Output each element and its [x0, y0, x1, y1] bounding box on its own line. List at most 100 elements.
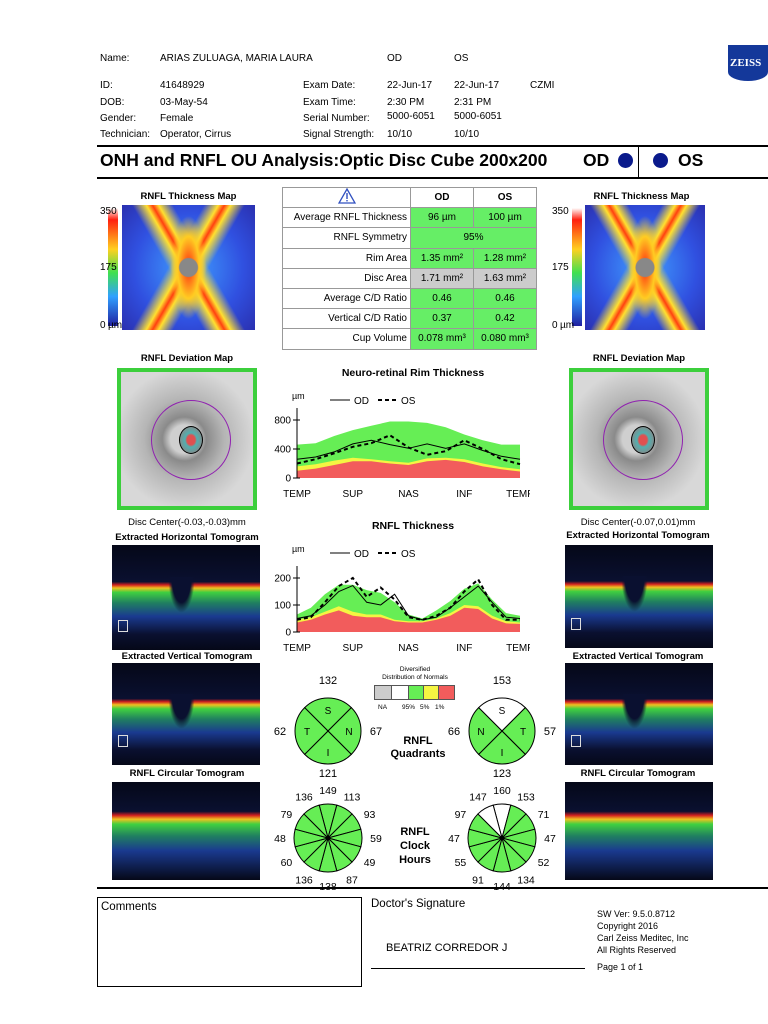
- signal-os: 10/10: [454, 129, 480, 140]
- os-deviation-caption: RNFL Deviation Map: [592, 353, 686, 364]
- od-label: OD: [583, 150, 610, 170]
- serial-label: Serial Number:: [303, 113, 370, 124]
- od-deviation-caption: RNFL Deviation Map: [140, 353, 234, 364]
- dob: 03-May-54: [160, 97, 208, 108]
- symmetry-value: 95%: [410, 227, 537, 249]
- clock-center: [500, 836, 504, 840]
- x-tick-label: INF: [456, 643, 472, 654]
- page-title: ONH and RNFL OU Analysis:Optic Disc Cube…: [100, 150, 548, 170]
- table-row: Rim Area 1.35 mm² 1.28 mm²: [282, 247, 537, 269]
- rnfl-chart-title: RNFL Thickness: [371, 520, 455, 532]
- os-series-line: [296, 434, 521, 466]
- od-color-scale: [108, 208, 118, 326]
- y-tick-label: 200: [274, 574, 291, 585]
- quadrant-letter: T: [304, 727, 310, 738]
- os-value: 1.28 mm²: [473, 247, 537, 269]
- dob-label: DOB:: [100, 97, 125, 108]
- divider: [97, 887, 768, 889]
- scale-max: 350: [552, 206, 569, 217]
- orientation-marker: [571, 618, 581, 630]
- clock-hour-value: 60: [281, 857, 293, 869]
- os-value: 1.63 mm²: [473, 267, 537, 289]
- quadrant-value: 62: [274, 726, 286, 738]
- orientation-marker: [118, 620, 128, 632]
- software-info: SW Ver: 9.5.0.8712 Copyright 2016 Carl Z…: [597, 908, 689, 956]
- clock-hour-sector: [477, 804, 503, 840]
- label-line: RNFL: [403, 735, 433, 747]
- y-tick-label: 800: [274, 416, 291, 427]
- os-color-scale: [572, 208, 582, 326]
- os-horizontal-tomogram: [565, 545, 713, 648]
- label-line: Hours: [399, 854, 431, 866]
- os-legend-label: OS: [401, 549, 416, 560]
- signature-label: Doctor's Signature: [371, 898, 466, 910]
- clock-hour-value: 153: [517, 791, 535, 803]
- row-label: Cup Volume: [282, 328, 411, 350]
- signal-od: 10/10: [387, 129, 413, 140]
- label-line: RNFL: [400, 826, 430, 838]
- col-os: OS: [473, 186, 537, 209]
- tech-label: Technician:: [100, 129, 151, 140]
- od-circ-caption: RNFL Circular Tomogram: [129, 768, 245, 779]
- quadrant-value: 66: [448, 726, 460, 738]
- id-label: ID:: [100, 80, 113, 91]
- optic-disc: [179, 426, 203, 454]
- scale-mid: 175: [100, 262, 117, 273]
- legend-title-1: Diversified: [399, 666, 431, 673]
- col-od: OD: [410, 186, 474, 209]
- x-tick-label: SUP: [342, 643, 363, 654]
- quadrant-sector: [327, 706, 362, 756]
- signal-label: Signal Strength:: [303, 129, 375, 140]
- comments-box[interactable]: Comments: [97, 897, 362, 987]
- clock-hour-value: 134: [517, 875, 535, 887]
- os-rnfl-thickness-map: [585, 205, 705, 330]
- clock-hour-value: 147: [469, 791, 487, 803]
- x-tick-label: SUP: [342, 489, 363, 500]
- x-tick-label: TEMP: [283, 489, 311, 500]
- quadrant-letter: S: [499, 706, 506, 717]
- os-horiz-caption: Extracted Horizontal Tomogram: [566, 530, 710, 541]
- y-axis-unit: µm: [292, 391, 305, 401]
- quadrant-sector: [294, 706, 329, 756]
- od-horizontal-tomogram: [112, 545, 260, 650]
- orientation-marker: [571, 735, 581, 747]
- exam-time-label: Exam Time:: [303, 97, 356, 108]
- orientation-marker: [118, 735, 128, 747]
- clock-hour-value: 55: [455, 857, 467, 869]
- y-tick-label: 0: [285, 474, 291, 485]
- quadrant-value: 132: [319, 675, 337, 687]
- clock-hour-value: 48: [274, 833, 286, 845]
- od-value: 1.71 mm²: [410, 267, 474, 289]
- os-value: 0.42: [473, 308, 537, 330]
- clock-hour-value: 136: [295, 875, 313, 887]
- divider: [97, 177, 768, 179]
- table-row: Cup Volume 0.078 mm³ 0.080 mm³: [282, 328, 537, 350]
- divider: [638, 146, 639, 178]
- sw-version: SW Ver: 9.5.0.8712: [597, 909, 676, 919]
- row-label: Rim Area: [282, 247, 411, 269]
- x-tick-label: TEMP: [506, 489, 530, 500]
- os-value: 0.080 mm³: [473, 328, 537, 350]
- red-normal-band: [297, 459, 520, 478]
- x-tick-label: NAS: [398, 489, 419, 500]
- legend-95: 95%: [402, 704, 416, 711]
- quadrants-label: RNFL Quadrants: [377, 735, 459, 761]
- quadrant-sector: [468, 706, 503, 756]
- os-legend-label: OS: [401, 396, 416, 407]
- label-line: Quadrants: [390, 748, 446, 760]
- od-value: 0.37: [410, 308, 474, 330]
- quadrant-sector: [303, 730, 353, 765]
- os-circular-tomogram: [565, 782, 713, 880]
- quadrant-value: 153: [493, 675, 511, 687]
- gender-label: Gender:: [100, 113, 137, 124]
- zeiss-logo: ZEISS: [728, 45, 768, 81]
- od-vert-caption: Extracted Vertical Tomogram: [121, 651, 253, 662]
- os-value: 0.46: [473, 287, 537, 310]
- od-value: 0.078 mm³: [410, 328, 474, 350]
- optic-disc: [631, 426, 655, 454]
- site: CZMI: [530, 80, 555, 91]
- quadrant-letter: T: [520, 727, 526, 738]
- legend-red-swatch: [438, 685, 455, 700]
- clock-hour-value: 160: [493, 785, 511, 797]
- os-vert-caption: Extracted Vertical Tomogram: [572, 651, 704, 662]
